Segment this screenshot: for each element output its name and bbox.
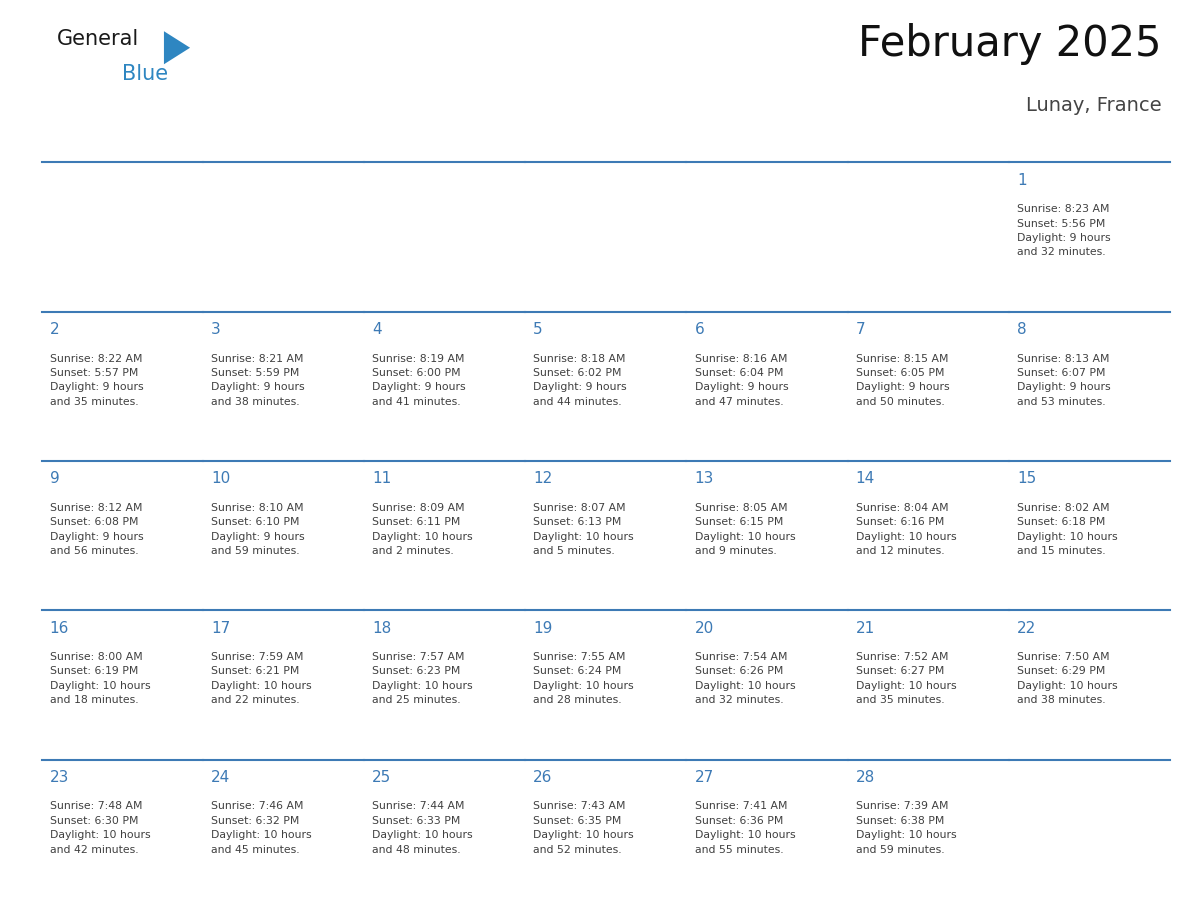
Text: Sunrise: 8:10 AM
Sunset: 6:10 PM
Daylight: 9 hours
and 59 minutes.: Sunrise: 8:10 AM Sunset: 6:10 PM Dayligh… — [210, 503, 304, 556]
Text: 4: 4 — [372, 322, 381, 337]
Text: 9: 9 — [50, 472, 59, 487]
Text: 3: 3 — [210, 322, 221, 337]
Text: Sunrise: 8:00 AM
Sunset: 6:19 PM
Daylight: 10 hours
and 18 minutes.: Sunrise: 8:00 AM Sunset: 6:19 PM Dayligh… — [50, 652, 150, 705]
Text: Sunrise: 8:18 AM
Sunset: 6:02 PM
Daylight: 9 hours
and 44 minutes.: Sunrise: 8:18 AM Sunset: 6:02 PM Dayligh… — [533, 353, 627, 407]
Text: Friday: Friday — [858, 131, 904, 146]
Text: Sunrise: 8:02 AM
Sunset: 6:18 PM
Daylight: 10 hours
and 15 minutes.: Sunrise: 8:02 AM Sunset: 6:18 PM Dayligh… — [1017, 503, 1118, 556]
Text: Sunrise: 7:48 AM
Sunset: 6:30 PM
Daylight: 10 hours
and 42 minutes.: Sunrise: 7:48 AM Sunset: 6:30 PM Dayligh… — [50, 801, 150, 855]
Text: Sunrise: 7:41 AM
Sunset: 6:36 PM
Daylight: 10 hours
and 55 minutes.: Sunrise: 7:41 AM Sunset: 6:36 PM Dayligh… — [695, 801, 795, 855]
Text: 20: 20 — [695, 621, 714, 636]
Text: 21: 21 — [855, 621, 876, 636]
Text: Thursday: Thursday — [696, 131, 767, 146]
Text: Sunrise: 8:16 AM
Sunset: 6:04 PM
Daylight: 9 hours
and 47 minutes.: Sunrise: 8:16 AM Sunset: 6:04 PM Dayligh… — [695, 353, 788, 407]
Text: 18: 18 — [372, 621, 391, 636]
Text: 7: 7 — [855, 322, 865, 337]
Text: Sunrise: 7:54 AM
Sunset: 6:26 PM
Daylight: 10 hours
and 32 minutes.: Sunrise: 7:54 AM Sunset: 6:26 PM Dayligh… — [695, 652, 795, 705]
Text: Sunrise: 8:21 AM
Sunset: 5:59 PM
Daylight: 9 hours
and 38 minutes.: Sunrise: 8:21 AM Sunset: 5:59 PM Dayligh… — [210, 353, 304, 407]
Text: Saturday: Saturday — [1018, 131, 1087, 146]
Text: Sunrise: 8:04 AM
Sunset: 6:16 PM
Daylight: 10 hours
and 12 minutes.: Sunrise: 8:04 AM Sunset: 6:16 PM Dayligh… — [855, 503, 956, 556]
Text: Sunrise: 8:22 AM
Sunset: 5:57 PM
Daylight: 9 hours
and 35 minutes.: Sunrise: 8:22 AM Sunset: 5:57 PM Dayligh… — [50, 353, 144, 407]
Text: 11: 11 — [372, 472, 391, 487]
Text: Sunrise: 8:05 AM
Sunset: 6:15 PM
Daylight: 10 hours
and 9 minutes.: Sunrise: 8:05 AM Sunset: 6:15 PM Dayligh… — [695, 503, 795, 556]
Text: Sunrise: 8:19 AM
Sunset: 6:00 PM
Daylight: 9 hours
and 41 minutes.: Sunrise: 8:19 AM Sunset: 6:00 PM Dayligh… — [372, 353, 466, 407]
Text: Wednesday: Wednesday — [535, 131, 624, 146]
Text: 25: 25 — [372, 770, 391, 785]
Text: 19: 19 — [533, 621, 552, 636]
Text: Sunrise: 7:39 AM
Sunset: 6:38 PM
Daylight: 10 hours
and 59 minutes.: Sunrise: 7:39 AM Sunset: 6:38 PM Dayligh… — [855, 801, 956, 855]
Text: Sunrise: 8:12 AM
Sunset: 6:08 PM
Daylight: 9 hours
and 56 minutes.: Sunrise: 8:12 AM Sunset: 6:08 PM Dayligh… — [50, 503, 144, 556]
Text: General: General — [57, 29, 139, 50]
Text: 2: 2 — [50, 322, 59, 337]
Text: Sunrise: 7:50 AM
Sunset: 6:29 PM
Daylight: 10 hours
and 38 minutes.: Sunrise: 7:50 AM Sunset: 6:29 PM Dayligh… — [1017, 652, 1118, 705]
Text: 15: 15 — [1017, 472, 1036, 487]
Text: 22: 22 — [1017, 621, 1036, 636]
Text: Sunrise: 7:59 AM
Sunset: 6:21 PM
Daylight: 10 hours
and 22 minutes.: Sunrise: 7:59 AM Sunset: 6:21 PM Dayligh… — [210, 652, 311, 705]
Text: Sunrise: 7:46 AM
Sunset: 6:32 PM
Daylight: 10 hours
and 45 minutes.: Sunrise: 7:46 AM Sunset: 6:32 PM Dayligh… — [210, 801, 311, 855]
Text: 12: 12 — [533, 472, 552, 487]
Text: 24: 24 — [210, 770, 230, 785]
Text: 16: 16 — [50, 621, 69, 636]
Text: Monday: Monday — [213, 131, 272, 146]
Text: 26: 26 — [533, 770, 552, 785]
Text: 8: 8 — [1017, 322, 1026, 337]
Text: Blue: Blue — [122, 64, 169, 84]
Text: Sunrise: 7:55 AM
Sunset: 6:24 PM
Daylight: 10 hours
and 28 minutes.: Sunrise: 7:55 AM Sunset: 6:24 PM Dayligh… — [533, 652, 634, 705]
Text: Sunrise: 7:57 AM
Sunset: 6:23 PM
Daylight: 10 hours
and 25 minutes.: Sunrise: 7:57 AM Sunset: 6:23 PM Dayligh… — [372, 652, 473, 705]
Text: 17: 17 — [210, 621, 230, 636]
Text: 14: 14 — [855, 472, 876, 487]
Text: Sunrise: 7:43 AM
Sunset: 6:35 PM
Daylight: 10 hours
and 52 minutes.: Sunrise: 7:43 AM Sunset: 6:35 PM Dayligh… — [533, 801, 634, 855]
Text: Tuesday: Tuesday — [374, 131, 436, 146]
Text: February 2025: February 2025 — [859, 23, 1162, 65]
Text: Sunrise: 7:44 AM
Sunset: 6:33 PM
Daylight: 10 hours
and 48 minutes.: Sunrise: 7:44 AM Sunset: 6:33 PM Dayligh… — [372, 801, 473, 855]
Text: Sunrise: 7:52 AM
Sunset: 6:27 PM
Daylight: 10 hours
and 35 minutes.: Sunrise: 7:52 AM Sunset: 6:27 PM Dayligh… — [855, 652, 956, 705]
Text: 27: 27 — [695, 770, 714, 785]
Text: Sunrise: 8:09 AM
Sunset: 6:11 PM
Daylight: 10 hours
and 2 minutes.: Sunrise: 8:09 AM Sunset: 6:11 PM Dayligh… — [372, 503, 473, 556]
Text: Sunrise: 8:23 AM
Sunset: 5:56 PM
Daylight: 9 hours
and 32 minutes.: Sunrise: 8:23 AM Sunset: 5:56 PM Dayligh… — [1017, 205, 1111, 257]
Text: Sunrise: 8:15 AM
Sunset: 6:05 PM
Daylight: 9 hours
and 50 minutes.: Sunrise: 8:15 AM Sunset: 6:05 PM Dayligh… — [855, 353, 949, 407]
Text: 6: 6 — [695, 322, 704, 337]
Text: Sunrise: 8:07 AM
Sunset: 6:13 PM
Daylight: 10 hours
and 5 minutes.: Sunrise: 8:07 AM Sunset: 6:13 PM Dayligh… — [533, 503, 634, 556]
Text: 5: 5 — [533, 322, 543, 337]
Text: 13: 13 — [695, 472, 714, 487]
Text: Sunrise: 8:13 AM
Sunset: 6:07 PM
Daylight: 9 hours
and 53 minutes.: Sunrise: 8:13 AM Sunset: 6:07 PM Dayligh… — [1017, 353, 1111, 407]
Text: 28: 28 — [855, 770, 876, 785]
Text: Lunay, France: Lunay, France — [1026, 96, 1162, 116]
Text: 10: 10 — [210, 472, 230, 487]
Text: 1: 1 — [1017, 173, 1026, 188]
Text: 23: 23 — [50, 770, 69, 785]
Text: Sunday: Sunday — [51, 131, 108, 146]
